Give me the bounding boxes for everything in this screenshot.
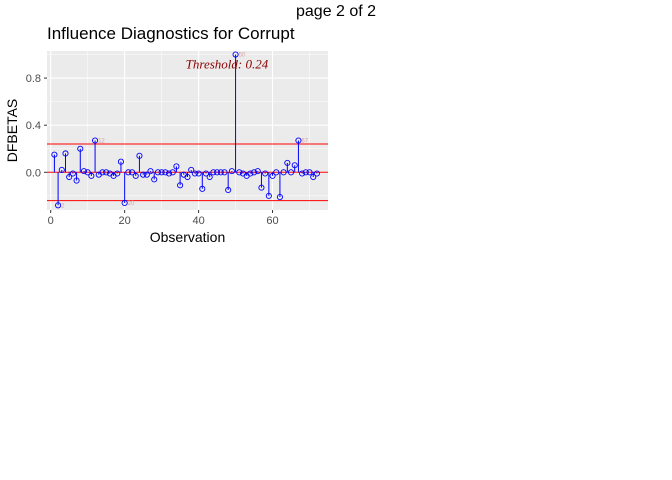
data-point (310, 173, 317, 181)
data-point (173, 163, 180, 170)
y-tick-label: 0.0 (26, 167, 41, 179)
data-point (232, 51, 239, 58)
data-point (254, 168, 261, 175)
data-point (191, 170, 198, 177)
data-point (199, 185, 206, 192)
data-point (55, 202, 62, 209)
data-point (306, 169, 313, 176)
data-point (165, 170, 173, 177)
data-point (58, 166, 65, 174)
data-point (103, 169, 110, 176)
data-point (92, 137, 99, 144)
data-point (210, 169, 217, 176)
data-point (217, 169, 224, 176)
data-point (84, 169, 91, 176)
data-point (62, 150, 69, 157)
y-tick-label: 0.8 (26, 73, 41, 85)
y-tick-label: 0.4 (26, 120, 41, 132)
data-point (221, 169, 228, 176)
x-tick-label: 40 (192, 215, 204, 227)
outlier-label: 67 (301, 139, 308, 145)
data-point (284, 159, 291, 166)
data-point (188, 166, 195, 174)
data-point (184, 173, 191, 181)
page-indicator: page 2 of 2 (296, 3, 377, 20)
y-axis-ticks: 0.0 0.4 0.8 (26, 73, 47, 179)
data-point (206, 173, 213, 181)
plot-panel (47, 51, 328, 210)
data-point (177, 182, 184, 189)
outlier-label: 20 (128, 201, 135, 207)
data-point (262, 170, 269, 177)
data-point (169, 169, 176, 176)
data-point (228, 168, 235, 175)
data-point (236, 169, 243, 176)
stems (53, 54, 318, 206)
data-point (195, 170, 202, 177)
data-point (121, 199, 128, 206)
data-point (202, 170, 210, 177)
data-point (299, 170, 306, 177)
data-point (77, 145, 84, 152)
data-point (128, 169, 136, 176)
y-axis-label: DFBETAS (4, 99, 20, 163)
data-point (276, 193, 283, 201)
data-point (140, 171, 147, 178)
data-point (251, 169, 258, 176)
data-point (51, 151, 58, 158)
data-point (73, 177, 80, 184)
outlier-labels: 2 12 20 50 67 (61, 53, 309, 210)
data-point (114, 170, 121, 177)
data-point (158, 169, 165, 176)
data-point (66, 173, 73, 181)
grid-lines (47, 51, 328, 210)
data-point (69, 170, 76, 177)
data-point (247, 170, 254, 177)
data-point (151, 176, 158, 183)
data-point (125, 169, 132, 176)
x-tick-label: 60 (266, 215, 278, 227)
data-point (154, 169, 161, 176)
chart-title: Influence Diagnostics for Corrupt (47, 24, 295, 43)
data-point (265, 192, 272, 199)
data-point (291, 162, 298, 169)
data-point (162, 169, 169, 176)
data-point (99, 169, 106, 176)
threshold-label: Threshold: 0.24 (186, 57, 269, 72)
data-point (143, 171, 150, 178)
outlier-label: 12 (98, 139, 105, 145)
data-point (80, 168, 88, 175)
data-point (280, 169, 287, 176)
x-tick-label: 20 (119, 215, 131, 227)
data-point (273, 169, 280, 176)
data-point (136, 152, 143, 159)
data-points (51, 51, 320, 209)
data-point (132, 172, 139, 179)
data-point (258, 184, 265, 191)
data-point (225, 186, 232, 194)
data-point (287, 169, 295, 176)
data-point (214, 169, 221, 176)
outlier-label: 2 (61, 203, 65, 209)
outlier-label: 50 (239, 53, 246, 59)
data-point (295, 137, 302, 144)
data-point (117, 158, 124, 165)
data-point (313, 170, 320, 177)
data-point (302, 169, 309, 176)
data-point (269, 172, 276, 179)
data-point (147, 168, 154, 175)
x-axis-label: Observation (150, 229, 225, 245)
x-tick-label: 0 (48, 215, 54, 227)
data-point (88, 172, 95, 179)
x-axis-ticks: 0 20 40 60 (48, 210, 279, 227)
